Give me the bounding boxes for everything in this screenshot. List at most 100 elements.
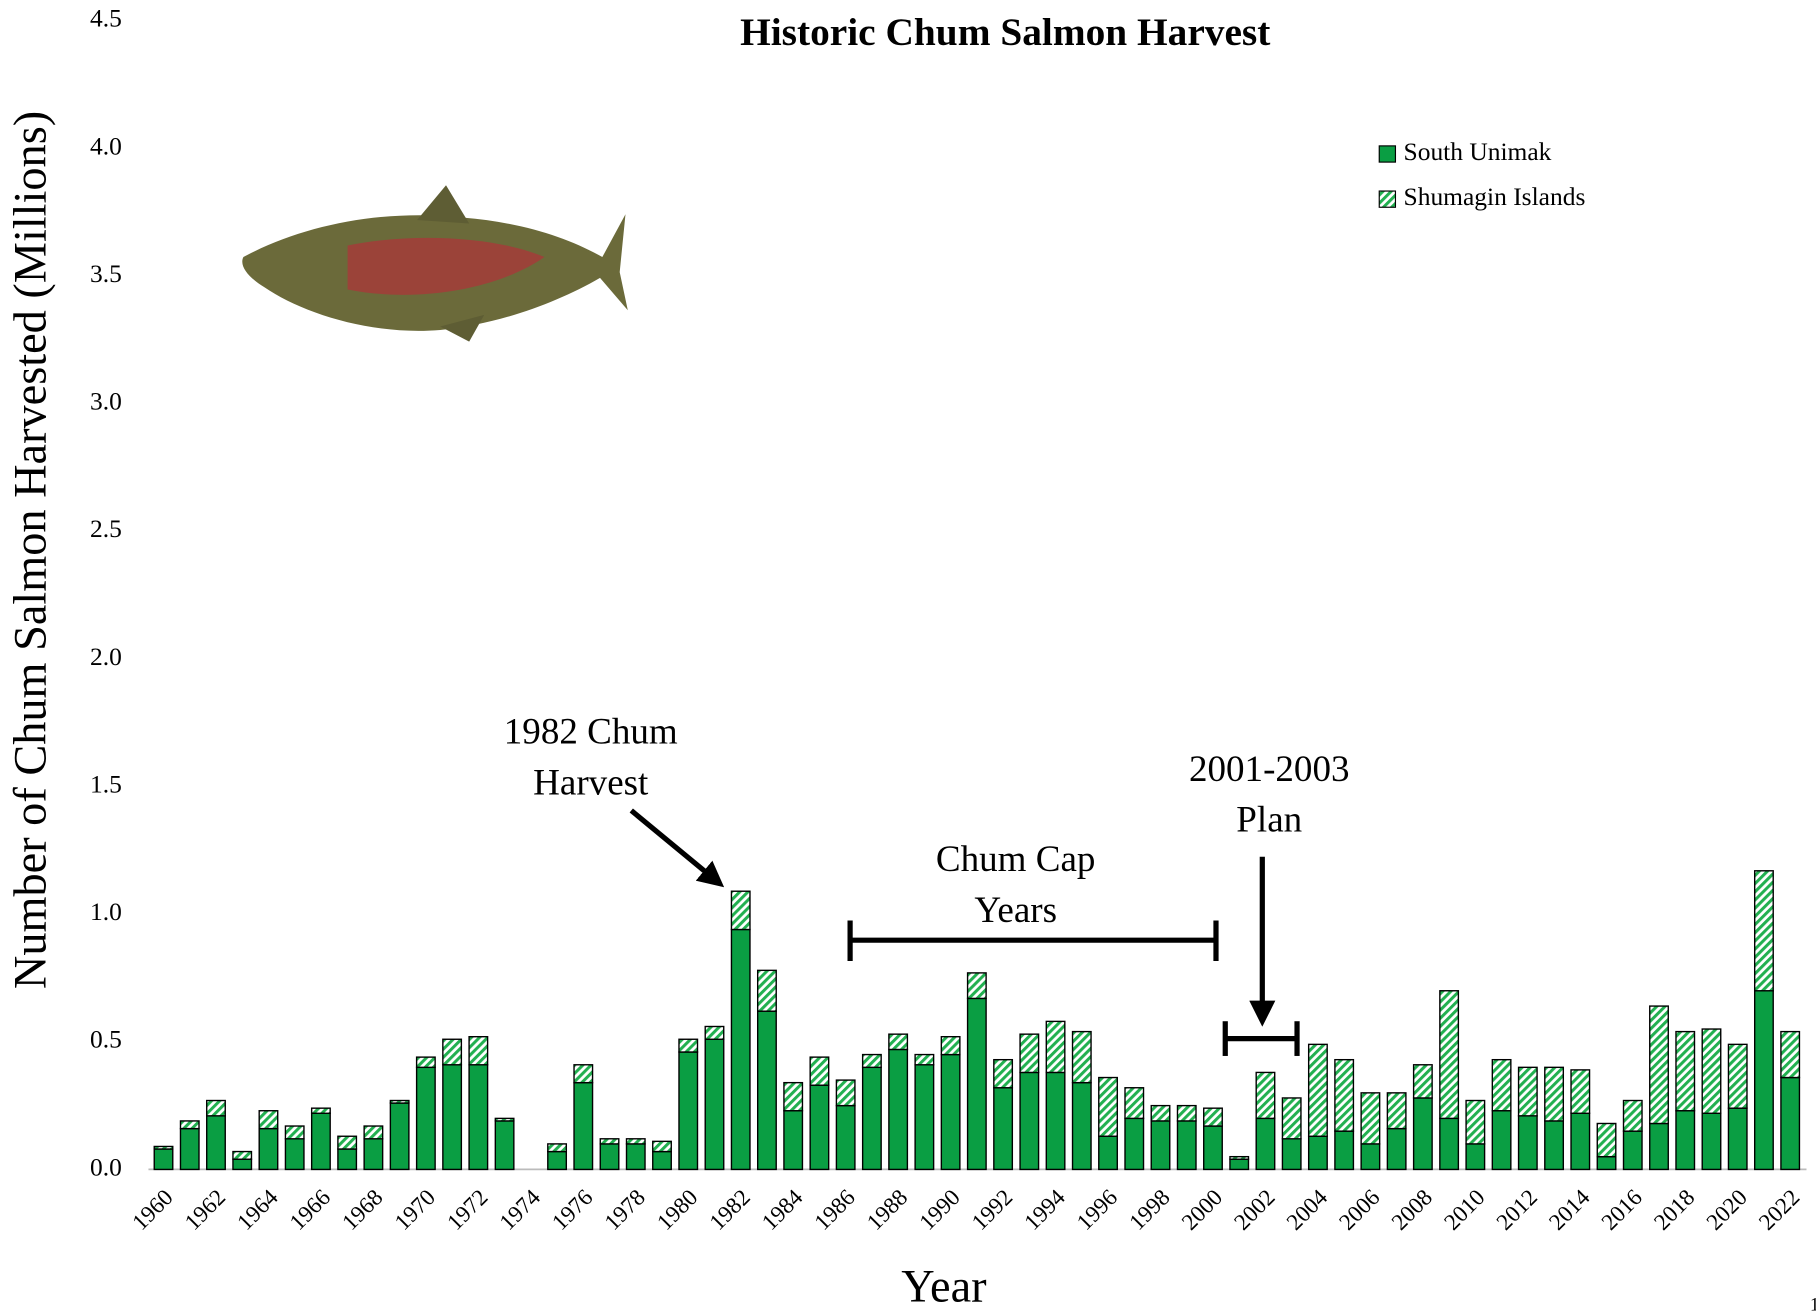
x-tick-label: 1978: [600, 1185, 651, 1236]
x-tick-label: 1968: [337, 1185, 388, 1236]
x-tick-label: 2020: [1702, 1185, 1753, 1236]
bar-segment: [835, 1079, 856, 1107]
bar-segment: [1124, 1117, 1145, 1171]
bar-segment: [1124, 1087, 1145, 1120]
bar-segment: [1491, 1058, 1512, 1112]
bar-segment: [599, 1138, 620, 1145]
bar-segment: [389, 1099, 410, 1104]
x-axis-label: Year: [901, 1262, 987, 1313]
bar-segment: [1412, 1064, 1433, 1099]
bar-segment: [1176, 1104, 1197, 1122]
x-tick-label: 1964: [232, 1184, 283, 1235]
bar-segment: [861, 1053, 882, 1069]
bar-segment: [284, 1138, 305, 1171]
bar-segment: [1596, 1155, 1617, 1171]
bar-segment: [1780, 1030, 1801, 1079]
bar-segment: [1465, 1143, 1486, 1171]
bar-segment: [232, 1150, 253, 1160]
bar-segment: [232, 1158, 253, 1171]
x-tick-label: 2016: [1597, 1185, 1648, 1236]
bar-segment: [835, 1104, 856, 1171]
bar-segment: [756, 1010, 777, 1171]
bar-segment: [1701, 1112, 1722, 1171]
bar-segment: [1780, 1076, 1801, 1171]
x-tick-label: 1962: [180, 1185, 231, 1236]
x-tick-label: 2022: [1754, 1185, 1805, 1236]
x-tick-label: 2014: [1544, 1184, 1595, 1235]
bar-segment: [494, 1117, 515, 1122]
bar-segment: [1045, 1020, 1066, 1074]
bar-segment: [284, 1125, 305, 1140]
x-tick-label: 2010: [1439, 1185, 1490, 1236]
y-axis-label: Number of Chum Salmon Harvested (Million…: [6, 111, 57, 989]
bar-segment: [1019, 1071, 1040, 1171]
bar-segment: [1622, 1130, 1643, 1171]
annotation-text: Harvest: [533, 763, 649, 804]
bar-segment: [442, 1038, 463, 1066]
x-tick-label: 1986: [809, 1185, 860, 1236]
annotation-arrow: [629, 808, 725, 888]
y-tick-label: 1.5: [90, 769, 122, 798]
bar-segment: [704, 1038, 725, 1171]
bar-segment: [1255, 1071, 1276, 1120]
bar-segment: [337, 1148, 358, 1171]
bar-segment: [468, 1036, 489, 1066]
bar-segment: [1150, 1104, 1171, 1122]
bar-segment: [783, 1110, 804, 1171]
bar-segment: [652, 1150, 672, 1171]
bar-segment: [179, 1120, 200, 1130]
bar-segment: [1334, 1058, 1355, 1132]
bar-segment: [1649, 1005, 1669, 1125]
x-tick-label: 1994: [1019, 1184, 1070, 1235]
bar-segment: [1439, 1117, 1460, 1171]
bar-segment: [1045, 1071, 1066, 1171]
x-tick-label: 2004: [1282, 1184, 1333, 1235]
bar-segment: [179, 1127, 200, 1171]
bar-segment: [1098, 1076, 1118, 1137]
bar-segment: [1307, 1135, 1328, 1171]
bar-segment: [1701, 1028, 1722, 1114]
y-tick-label: 3.5: [90, 259, 122, 288]
annotation-text: 1982 Chum: [504, 712, 678, 753]
bar-segment: [1360, 1092, 1381, 1145]
x-tick-label: 1990: [914, 1185, 965, 1236]
bar-segment: [730, 890, 751, 931]
bar-segment: [940, 1053, 961, 1171]
bar-segment: [310, 1107, 331, 1114]
bar-segment: [363, 1138, 384, 1171]
legend-swatch: [1378, 145, 1397, 163]
legend-label: Shumagin Islands: [1404, 182, 1586, 211]
chart-title: Historic Chum Salmon Harvest: [740, 10, 1270, 54]
bar-segment: [625, 1138, 646, 1145]
bar-segment: [888, 1033, 909, 1051]
x-tick-label: 2000: [1177, 1185, 1228, 1236]
bar-segment: [678, 1038, 699, 1053]
bar-segment: [888, 1048, 909, 1171]
bar-segment: [966, 972, 987, 1000]
bar-segment: [363, 1125, 384, 1140]
bar-segment: [1596, 1122, 1617, 1158]
bar-segment: [940, 1036, 961, 1056]
bar-segment: [206, 1099, 226, 1117]
bar-segment: [993, 1087, 1014, 1171]
bar-segment: [310, 1112, 331, 1171]
x-tick-label: 1974: [495, 1184, 546, 1235]
fish-illustration: [242, 185, 628, 342]
bar-segment: [1360, 1143, 1381, 1171]
bar-segment: [1465, 1099, 1486, 1145]
bar-segment: [730, 928, 751, 1171]
bar-segment: [756, 969, 777, 1012]
bar-segment: [1570, 1069, 1591, 1114]
page-number: 1: [1810, 1294, 1816, 1313]
bar-segment: [1675, 1030, 1696, 1112]
bar-segment: [442, 1064, 463, 1171]
x-tick-label: 2002: [1229, 1185, 1280, 1236]
bar-segment: [573, 1081, 594, 1171]
bar-segment: [1281, 1097, 1302, 1140]
x-tick-label: 1984: [757, 1184, 808, 1235]
bar-segment: [1150, 1120, 1171, 1171]
bar-segment: [1176, 1120, 1197, 1171]
x-tick-label: 2018: [1649, 1185, 1700, 1236]
bar-segment: [652, 1140, 672, 1153]
x-tick-label: 1992: [967, 1185, 1018, 1236]
